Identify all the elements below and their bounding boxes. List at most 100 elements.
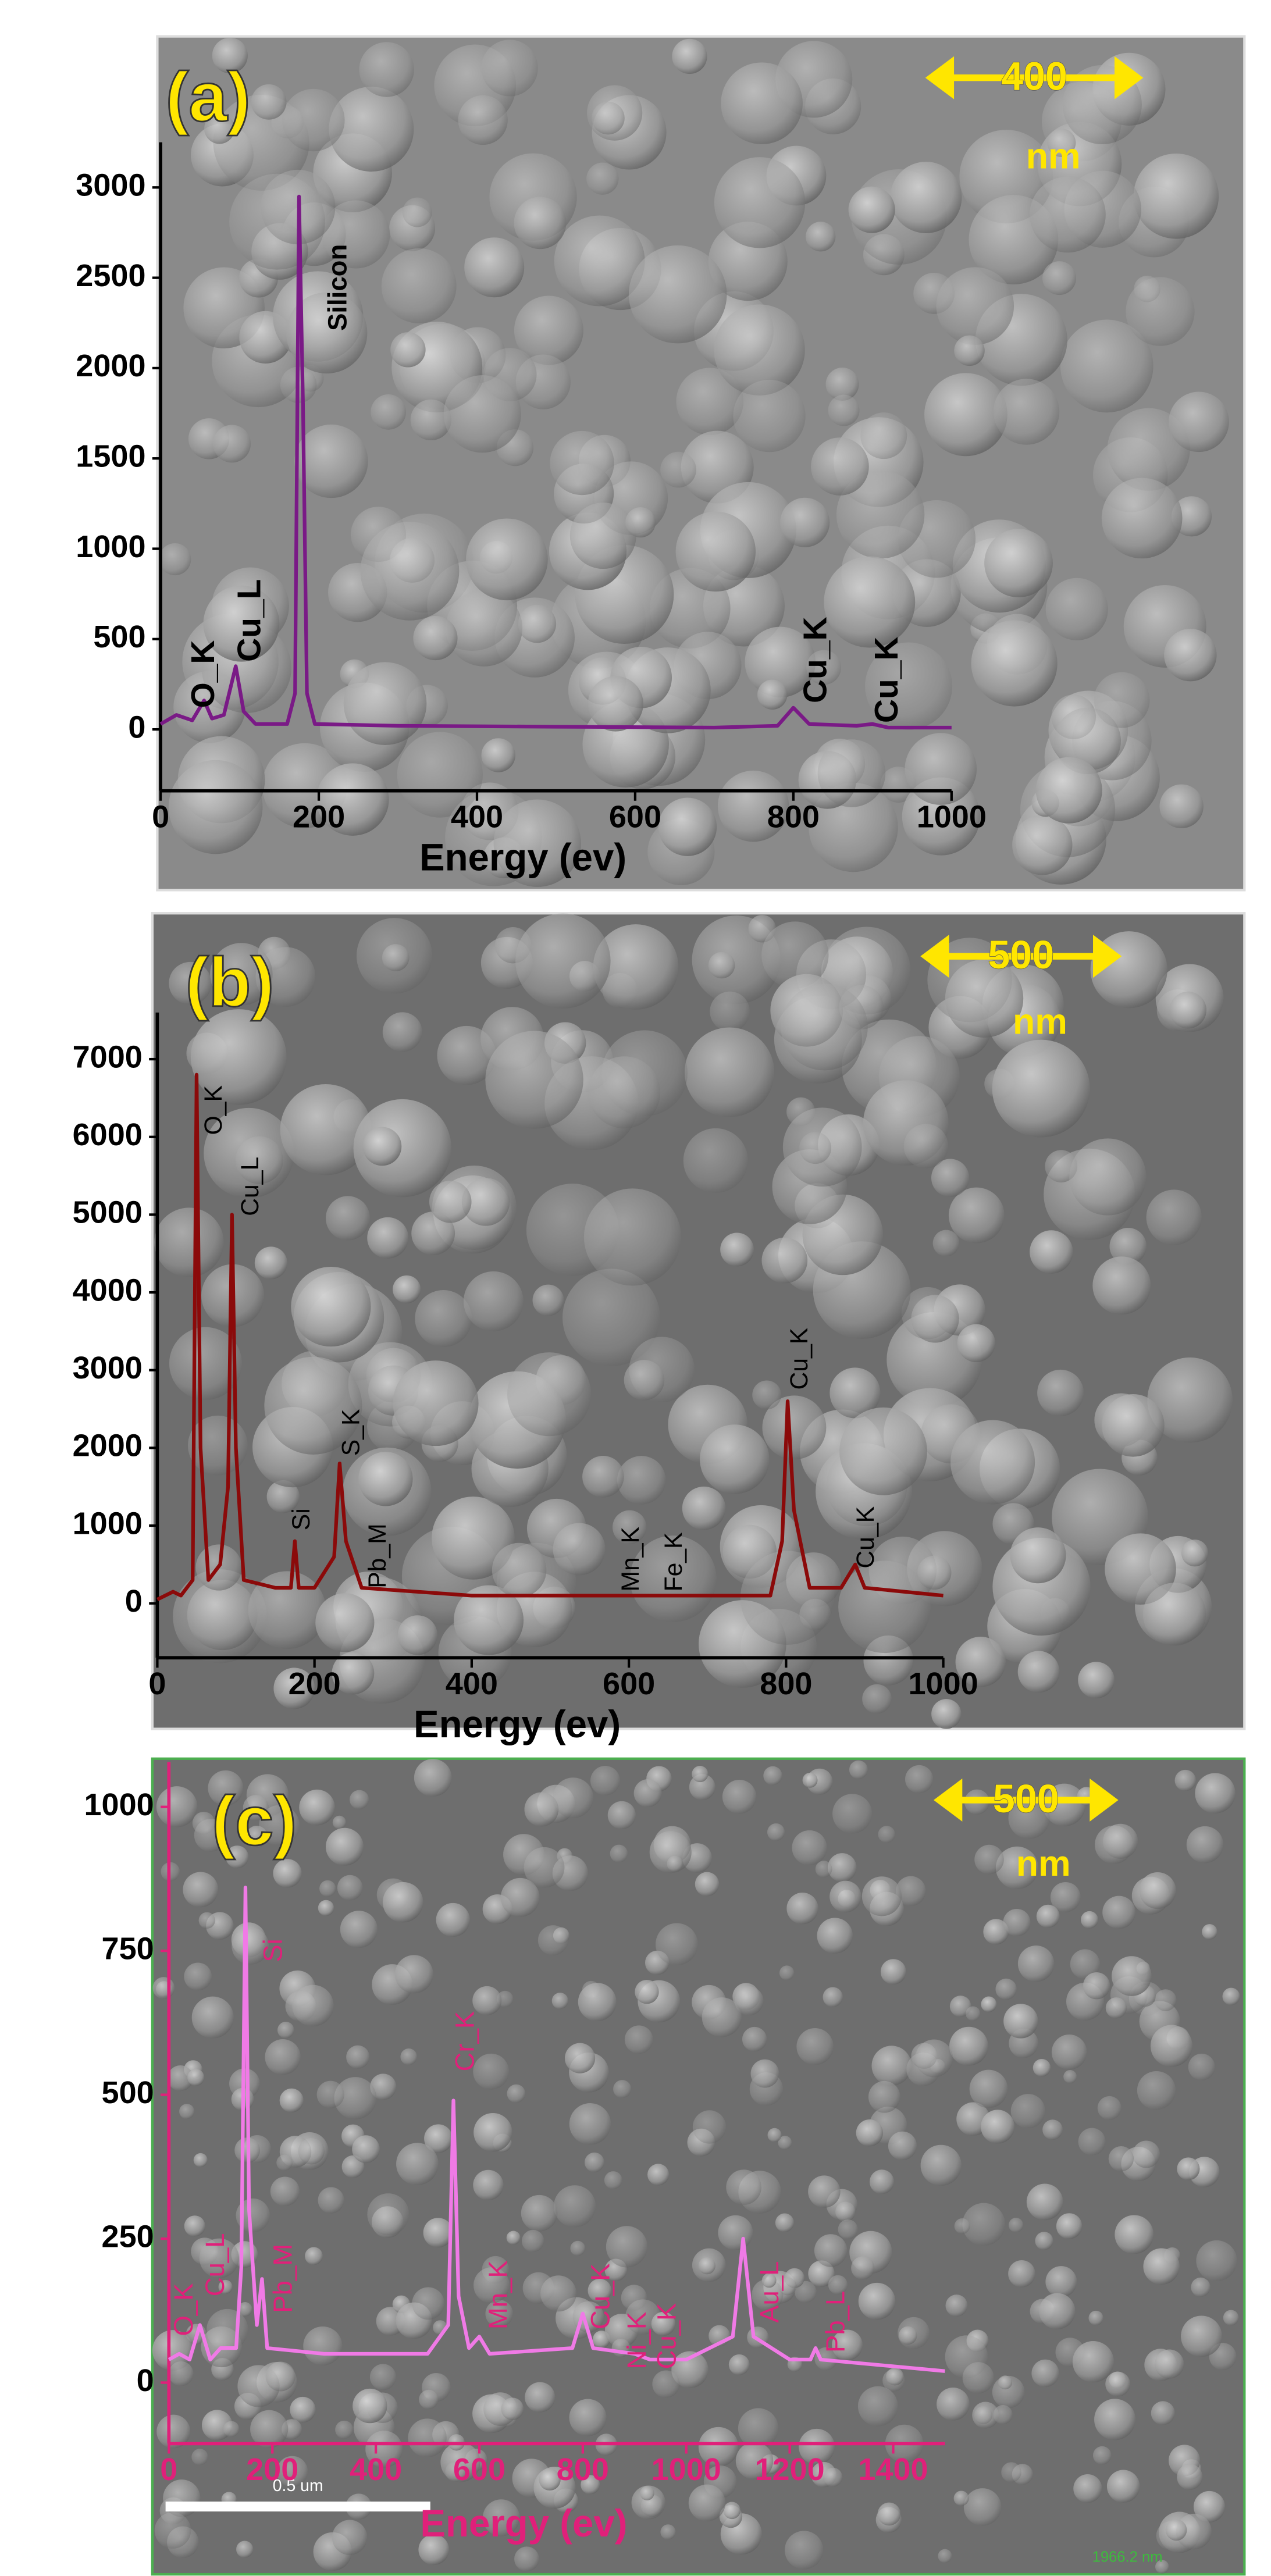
grain — [365, 2431, 403, 2468]
grain — [700, 1424, 770, 1494]
grain — [896, 1876, 926, 1907]
grain — [828, 394, 860, 426]
y-tick-label: 1000 — [76, 529, 145, 564]
grain — [334, 2077, 377, 2119]
grain — [1012, 815, 1073, 875]
grain — [446, 589, 523, 667]
grain — [1078, 2128, 1106, 2155]
x-tick-label: 200 — [246, 2452, 298, 2487]
grain — [858, 2282, 896, 2320]
peak-label: Cu_L — [200, 2233, 230, 2296]
grain — [911, 1295, 959, 1343]
grain — [286, 292, 368, 374]
scale-unit: nm — [1016, 1843, 1071, 1884]
grain — [1078, 1662, 1115, 1698]
grain — [721, 62, 803, 144]
grain — [1045, 2266, 1077, 2298]
grain — [890, 162, 962, 233]
grain — [273, 1668, 315, 1709]
grain — [184, 1962, 212, 1991]
grain — [588, 676, 643, 732]
grain — [1188, 2053, 1215, 2080]
y-tick-label: 750 — [102, 1931, 154, 1966]
grain — [931, 1159, 970, 1197]
scale-arrow — [925, 56, 1144, 99]
grain — [282, 88, 345, 152]
grain — [370, 2073, 397, 2100]
y-tick-label: 6000 — [73, 1117, 143, 1152]
y-tick-label: 2500 — [76, 258, 145, 293]
grain — [761, 2273, 777, 2288]
grain — [835, 2201, 856, 2222]
grain — [152, 1977, 175, 1999]
grain — [473, 2169, 504, 2201]
grain — [629, 1535, 717, 1622]
grain — [698, 2427, 739, 2467]
peak-label: Pb_M — [268, 2244, 297, 2313]
grain — [1094, 672, 1150, 728]
grain — [750, 2059, 779, 2088]
grain — [305, 2247, 323, 2265]
grain — [466, 518, 548, 601]
grain — [950, 1420, 1035, 1505]
grain — [971, 620, 1058, 707]
grain — [1169, 991, 1207, 1029]
y-tick-label: 2000 — [76, 348, 145, 383]
grain — [208, 1770, 244, 1806]
grain — [714, 304, 805, 396]
grain — [824, 556, 916, 648]
grain — [1139, 1872, 1176, 1909]
grain — [397, 1615, 438, 1655]
grain — [880, 1959, 906, 1985]
grain — [299, 1789, 335, 1826]
peak-label: Silicon — [322, 244, 352, 331]
grain — [1102, 1823, 1138, 1859]
grain — [838, 2219, 858, 2239]
x-tick-label: 800 — [760, 1666, 812, 1701]
grain — [584, 2152, 604, 2172]
grain — [588, 1056, 661, 1129]
grain — [303, 2326, 343, 2366]
grain — [152, 2330, 193, 2371]
grain — [432, 1497, 515, 1580]
x-tick-label: 400 — [446, 1666, 498, 1701]
grain — [418, 2534, 450, 2566]
grain — [734, 1986, 764, 2016]
y-tick-label: 500 — [102, 2075, 154, 2110]
grain — [1155, 2560, 1169, 2574]
grain — [806, 222, 836, 252]
grain — [684, 1027, 775, 1117]
y-tick-label: 1500 — [76, 439, 145, 473]
grain — [473, 2112, 512, 2152]
grain — [656, 1923, 698, 1966]
grain — [877, 2502, 901, 2526]
grain — [436, 1902, 470, 1937]
grain — [362, 1127, 402, 1166]
grain — [514, 295, 583, 365]
grain — [472, 1986, 502, 2015]
grain — [652, 2370, 680, 2398]
grain — [353, 1099, 451, 1198]
grain — [277, 2022, 294, 2039]
grain — [857, 2386, 898, 2427]
peak-label: Ni_K — [622, 2312, 651, 2370]
grain — [1101, 478, 1183, 559]
grain — [179, 2104, 195, 2119]
grain — [1033, 2058, 1051, 2077]
grain — [1142, 1583, 1206, 1646]
grain — [953, 2491, 969, 2506]
grain — [624, 1360, 665, 1401]
grain — [784, 2531, 824, 2570]
y-tick-label: 7000 — [73, 1039, 143, 1074]
grain — [1031, 2359, 1059, 2388]
grain — [1008, 2260, 1035, 2288]
grain — [781, 984, 868, 1071]
y-tick-label: 4000 — [73, 1273, 143, 1307]
peak-label: Cu_K — [796, 617, 834, 703]
y-tick-label: 3000 — [76, 168, 145, 203]
grain — [948, 1187, 1005, 1244]
grain — [369, 2364, 396, 2390]
grain — [1001, 2462, 1021, 2482]
grain — [698, 2257, 715, 2275]
grain — [617, 1456, 666, 1505]
